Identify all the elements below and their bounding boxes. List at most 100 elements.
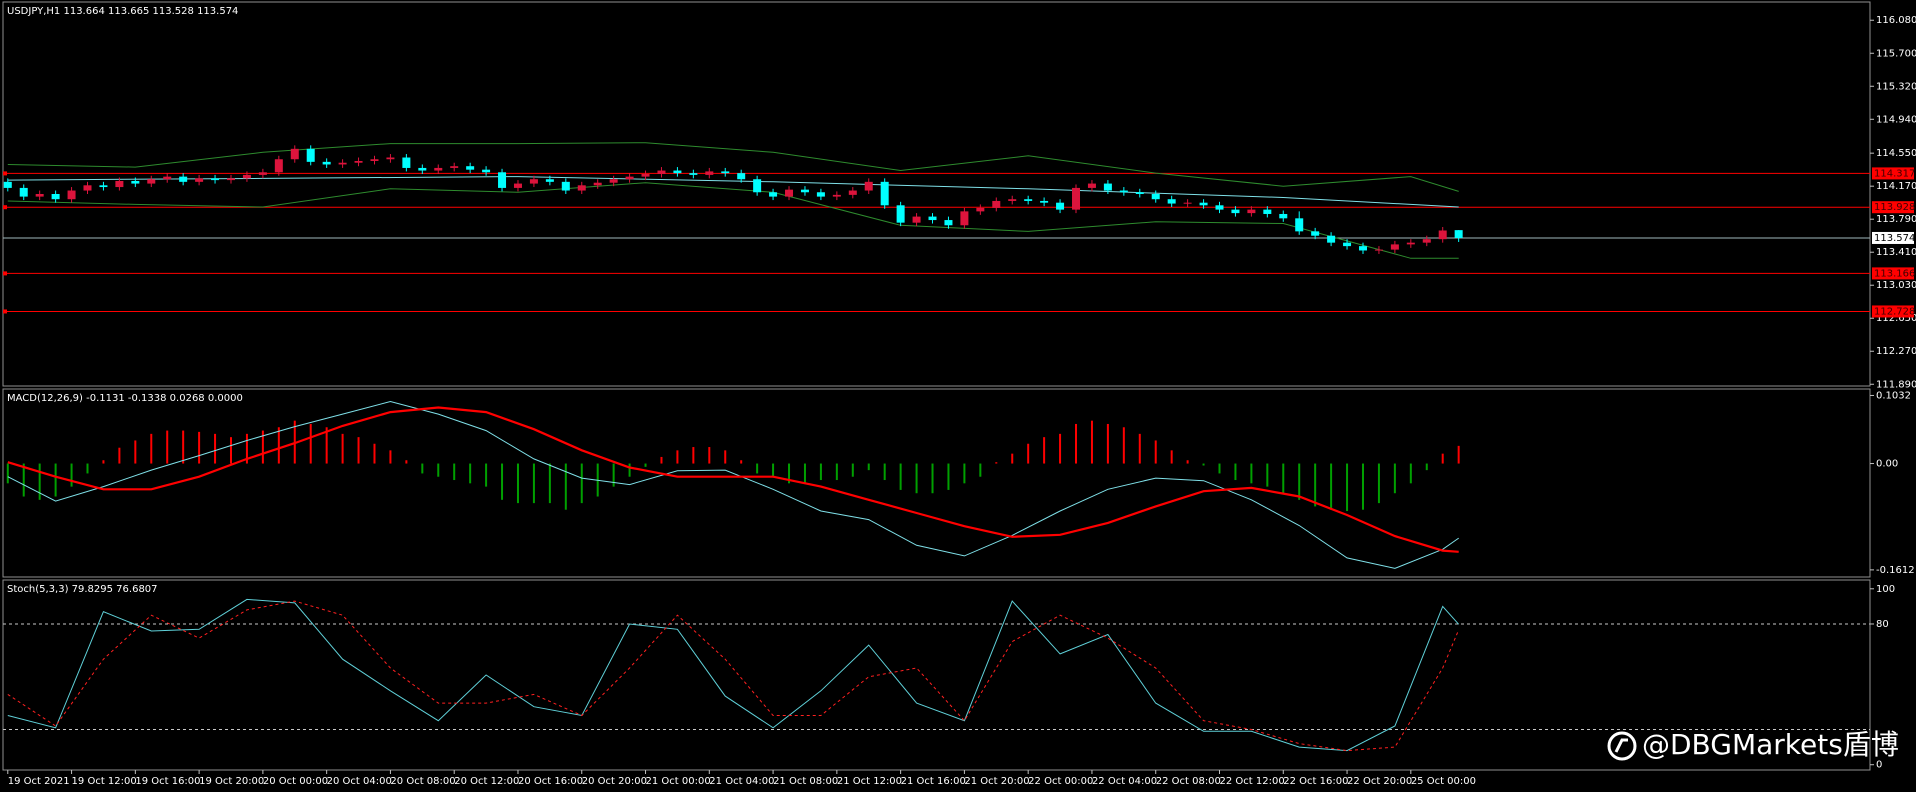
macd-histogram-bar: [931, 463, 934, 494]
candle-body: [960, 211, 969, 226]
macd-histogram-bar: [803, 463, 806, 484]
candle-body: [593, 182, 602, 186]
y-tick-label: 114.940: [1876, 114, 1916, 125]
candle-body: [1151, 194, 1160, 200]
x-tick-label: 22 Oct 16:00: [1283, 776, 1348, 787]
macd-histogram-bar: [1234, 463, 1237, 481]
macd-histogram-bar: [325, 427, 328, 464]
candle-body: [482, 169, 491, 173]
macd-histogram-bar: [501, 463, 504, 500]
x-tick-label: 21 Oct 00:00: [646, 776, 711, 787]
candle-body: [944, 220, 953, 226]
candle-body: [848, 190, 857, 195]
x-tick-label: 21 Oct 12:00: [837, 776, 902, 787]
level-label-box: [1872, 305, 1914, 318]
macd-histogram-bar: [564, 463, 567, 510]
macd-histogram-bar: [309, 423, 312, 464]
candle-body: [785, 189, 794, 197]
macd-histogram-bar: [22, 463, 25, 497]
macd-histogram-bar: [229, 437, 232, 464]
candle-body: [1422, 239, 1431, 243]
macd-histogram-bar: [1346, 463, 1349, 512]
candle-body: [1167, 199, 1176, 204]
candle-body: [928, 216, 937, 221]
macd-histogram-bar: [979, 463, 982, 477]
x-tick-label: 22 Oct 00:00: [1028, 776, 1093, 787]
candle-body: [402, 157, 411, 168]
candle-body: [354, 160, 363, 163]
candle-body: [1231, 209, 1240, 214]
macd-histogram-bar: [1282, 463, 1285, 494]
last-price-box: [1872, 231, 1914, 244]
macd-histogram-bar: [516, 463, 519, 504]
macd-histogram-bar: [1186, 460, 1189, 464]
candle-body: [1072, 187, 1081, 210]
macd-histogram-bar: [1409, 463, 1412, 484]
macd-histogram-bar: [1393, 463, 1396, 494]
candle-body: [3, 181, 12, 188]
macd-histogram-bar: [915, 463, 918, 494]
x-tick-label: 19 Oct 12:00: [72, 776, 137, 787]
level-label: 113.166: [1874, 268, 1915, 279]
candle-body: [19, 187, 28, 197]
candle-body: [545, 179, 554, 182]
candle-body: [322, 161, 331, 165]
y-tick-label: 114.550: [1876, 148, 1916, 159]
x-tick-label: 22 Oct 12:00: [1219, 776, 1284, 787]
macd-histogram-bar: [6, 463, 9, 484]
macd-histogram-bar: [134, 440, 137, 464]
candle-body: [1390, 244, 1399, 250]
panel-title: USDJPY,H1 113.664 113.665 113.528 113.57…: [7, 6, 238, 17]
x-tick-label: 22 Oct 20:00: [1347, 776, 1412, 787]
candle-body: [832, 194, 841, 197]
macd-histogram-bar: [1011, 453, 1014, 464]
macd-histogram-bar: [54, 463, 57, 497]
x-tick-label: 19 Oct 16:00: [135, 776, 200, 787]
macd-histogram-bar: [1457, 445, 1460, 464]
candle-body: [1279, 213, 1288, 219]
macd-histogram-bar: [1314, 463, 1317, 507]
candle-body: [147, 179, 156, 184]
y-tick-label: 0: [1876, 760, 1882, 771]
candle-body: [896, 205, 905, 223]
candle-body: [816, 192, 825, 197]
x-tick-label: 20 Oct 00:00: [263, 776, 328, 787]
macd-histogram-bar: [166, 430, 169, 464]
candle-body: [1438, 230, 1447, 240]
macd-histogram-bar: [883, 463, 886, 481]
macd-histogram-bar: [182, 430, 185, 464]
macd-histogram-bar: [1027, 443, 1030, 464]
y-tick-label: 0.1032: [1876, 390, 1911, 401]
candle-body: [513, 183, 522, 188]
candle-body: [800, 189, 809, 193]
indicator-line: [7, 176, 1459, 208]
candle-body: [1024, 199, 1033, 201]
macd-histogram-bar: [1202, 463, 1205, 466]
candle-body: [466, 166, 475, 170]
candle-body: [673, 170, 682, 174]
macd-histogram-bar: [995, 462, 998, 464]
macd-histogram-bar: [389, 450, 392, 464]
candle-body: [625, 176, 634, 180]
macd-histogram-bar: [245, 433, 248, 464]
panel-title: MACD(12,26,9) -0.1131 -0.1338 0.0268 0.0…: [7, 393, 243, 404]
macd-histogram-bar: [1330, 463, 1333, 510]
level-marker: [3, 171, 7, 176]
candle-body: [912, 216, 921, 223]
candle-body: [35, 194, 44, 197]
candle-body: [306, 148, 315, 162]
macd-histogram-bar: [899, 463, 902, 490]
x-tick-label: 21 Oct 16:00: [901, 776, 966, 787]
macd-histogram-bar: [469, 463, 472, 484]
level-marker: [3, 271, 7, 276]
y-tick-label: 115.320: [1876, 81, 1916, 92]
x-tick-label: 22 Oct 08:00: [1156, 776, 1221, 787]
macd-histogram-bar: [277, 427, 280, 464]
x-tick-label: 25 Oct 00:00: [1411, 776, 1476, 787]
macd-line: [7, 400, 1459, 569]
macd-histogram-bar: [708, 447, 711, 464]
macd-histogram-bar: [612, 463, 615, 487]
macd-histogram-bar: [150, 433, 153, 464]
candle-body: [1215, 205, 1224, 210]
